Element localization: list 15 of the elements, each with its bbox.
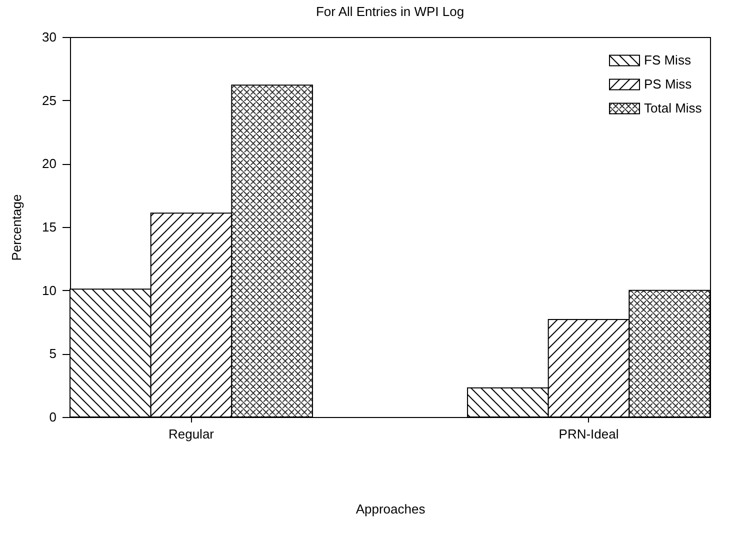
y-axis-title: Percentage [9, 194, 24, 261]
y-tick-label: 20 [42, 156, 56, 172]
chart-title: For All Entries in WPI Log [316, 4, 464, 19]
legend-label: Total Miss [644, 100, 702, 116]
y-tick-label: 30 [42, 30, 56, 44]
x-axis-title: Approaches [356, 502, 426, 516]
y-tick-label: 0 [49, 410, 56, 424]
y-tick-label: 15 [42, 220, 56, 234]
x-tick-label: Regular [168, 426, 215, 442]
legend-label: PS Miss [644, 76, 692, 92]
y-tick-label: 25 [42, 92, 56, 108]
x-tick-label: PRN-Ideal [558, 426, 619, 442]
legend-label: FS Miss [644, 52, 692, 68]
y-tick-label: 10 [42, 282, 56, 298]
y-tick-label: 5 [49, 346, 56, 362]
